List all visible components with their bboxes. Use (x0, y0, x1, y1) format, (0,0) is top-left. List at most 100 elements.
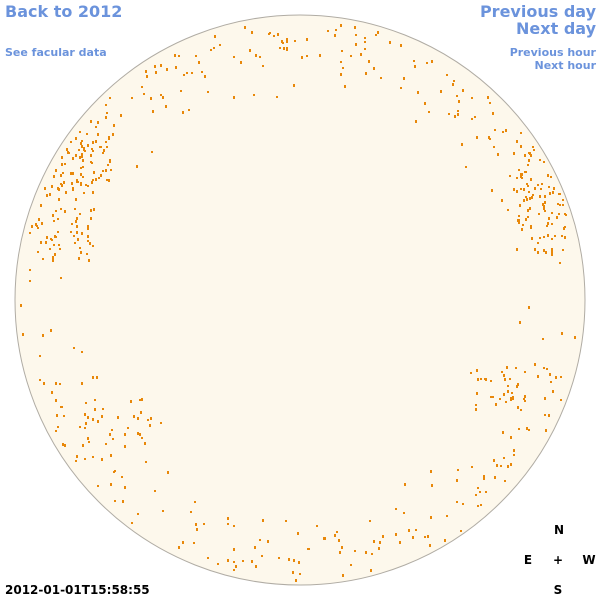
facula (105, 141, 107, 143)
facula (93, 171, 95, 174)
facula (555, 376, 557, 379)
facula (517, 219, 519, 222)
facula (59, 383, 61, 385)
facula (75, 198, 77, 201)
facula (518, 215, 520, 217)
facula (273, 35, 275, 37)
facula (94, 408, 96, 411)
previous-day-link[interactable]: Previous day (480, 2, 597, 21)
facula (227, 559, 229, 562)
facula (521, 228, 523, 231)
facula (521, 173, 523, 176)
facula (355, 34, 357, 36)
facula (527, 164, 529, 166)
facula (446, 74, 448, 76)
facula (556, 216, 558, 219)
facula (424, 536, 426, 538)
facula (108, 179, 110, 182)
facula (526, 198, 528, 201)
facula (558, 213, 560, 215)
facula (368, 60, 370, 63)
facula (295, 579, 297, 582)
compass-west: W (582, 553, 595, 567)
facula (57, 187, 59, 190)
facula (560, 399, 562, 401)
facula (519, 204, 521, 207)
facula (80, 182, 82, 184)
faculae (20, 24, 576, 582)
facula (489, 102, 491, 104)
facula (341, 546, 343, 549)
facula (84, 458, 86, 460)
facula (516, 177, 518, 179)
next-hour-link[interactable]: Next hour (535, 59, 597, 72)
compass-center: + (553, 553, 563, 567)
facula (354, 26, 356, 29)
facula (444, 539, 446, 542)
facula (551, 250, 553, 253)
facula (87, 438, 89, 440)
facula (471, 466, 473, 468)
facula (112, 438, 114, 440)
facula (213, 47, 215, 49)
facula (502, 131, 504, 133)
next-day-link[interactable]: Next day (516, 19, 597, 38)
facula (51, 185, 53, 188)
previous-hour-link[interactable]: Previous hour (510, 46, 597, 59)
facula (35, 223, 37, 226)
facula (150, 417, 152, 420)
facula (110, 483, 112, 486)
facula (400, 44, 402, 47)
facula (426, 62, 428, 64)
facula (112, 133, 114, 136)
facula (131, 522, 133, 524)
facula (235, 565, 237, 568)
facula (403, 77, 405, 80)
facula (479, 491, 481, 493)
back-link[interactable]: Back to 2012 (5, 2, 122, 21)
facula (105, 116, 107, 119)
facula (475, 408, 477, 411)
facula (552, 390, 554, 393)
facula (80, 184, 82, 186)
facula (336, 531, 338, 533)
facula (61, 184, 63, 186)
facula (400, 87, 402, 89)
facula (529, 197, 531, 200)
facula (88, 259, 90, 262)
facula (551, 212, 553, 214)
facula (240, 61, 242, 64)
facula (79, 156, 81, 158)
facula (55, 236, 57, 238)
facula (526, 427, 528, 430)
facula (72, 157, 74, 160)
facula (81, 145, 83, 148)
facula (501, 199, 503, 202)
facula (552, 191, 554, 194)
facula (55, 169, 57, 172)
facula (477, 487, 479, 489)
facula (54, 253, 56, 256)
facula (364, 48, 366, 50)
facula (543, 161, 545, 163)
facular-data-link[interactable]: See facular data (5, 46, 107, 59)
facula (82, 444, 84, 447)
facula (306, 38, 308, 41)
facula (546, 368, 548, 370)
facula (528, 191, 530, 193)
facula (360, 53, 362, 56)
facula (540, 188, 542, 190)
facula (106, 112, 108, 114)
facula (92, 191, 94, 194)
facula (122, 500, 124, 503)
facula (49, 193, 51, 196)
facula (108, 136, 110, 139)
facula (561, 235, 563, 237)
facula (507, 390, 509, 393)
facula (49, 248, 51, 250)
facula (534, 363, 536, 366)
facula (259, 56, 261, 58)
facula (89, 242, 91, 245)
facula (323, 537, 325, 540)
